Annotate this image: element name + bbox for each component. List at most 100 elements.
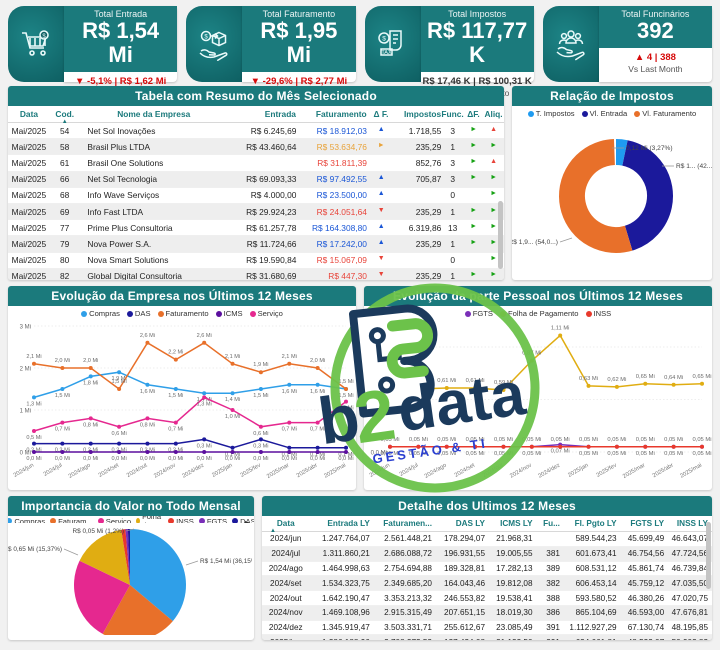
kpi-label: Total Entrada: [94, 9, 148, 19]
cell-nome: Nova Power S.A.: [87, 238, 152, 249]
kpi-card-total-funcionarios[interactable]: Total Funcinários 392 ▲ 4 | 388 Vs Last …: [542, 6, 712, 82]
cell-aliq: ►: [490, 238, 498, 246]
col-delta-func[interactable]: ΔF.: [467, 109, 480, 119]
table-row[interactable]: Mai/2025 77 Prime Plus Consultoria R$ 61.25…: [8, 220, 504, 237]
detail-cell: 31.132,50: [485, 638, 532, 640]
legend-item-servi-o[interactable]: Serviço: [249, 309, 283, 318]
data-label: 0,07 Mi: [551, 449, 570, 455]
table-row[interactable]: Mai/2025 58 Brasil Plus LTDA R$ 43.460,64 R$…: [8, 139, 504, 156]
legend-item-compras[interactable]: Compras: [81, 309, 120, 318]
col-impostos[interactable]: Impostos: [403, 109, 442, 119]
col-fl-pgto-ly[interactable]: Fl. Pgto LY: [574, 519, 617, 528]
detail-table-scrollbar[interactable]: [706, 516, 711, 638]
data-label: 1,4 Mi: [225, 397, 240, 403]
col-entrada[interactable]: Entrada: [264, 109, 296, 119]
table-scrollbar[interactable]: [498, 106, 503, 278]
col-delta-f[interactable]: Δ F.: [373, 109, 389, 119]
data-point: [88, 450, 93, 454]
legend-item-faturam-[interactable]: Faturam...: [50, 517, 93, 523]
col-cod[interactable]: Cod. ▲: [55, 109, 75, 125]
detail-cell: 391: [533, 638, 560, 640]
detail-cell: 1.386.188,96: [310, 638, 370, 640]
col-func-ly[interactable]: Fu...: [543, 519, 560, 528]
table-row[interactable]: 2024/ago 1.464.998,63 2.754.694,88 189.328,…: [262, 562, 712, 577]
cell-entrada: R$ 6.245,69: [250, 125, 297, 136]
table-row[interactable]: Mai/2025 82 Global Digital Consultoria R$ 3…: [8, 268, 504, 280]
detail-cell: 47.020,75: [671, 593, 709, 603]
legend-item-folha-d-[interactable]: Folha d...: [136, 516, 163, 523]
x-tick-label: 2025/mai: [679, 463, 703, 480]
table-row[interactable]: Mai/2025 66 Net Sol Tecnologia R$ 69.093,33…: [8, 171, 504, 188]
legend-next-icon[interactable]: ▶: [245, 519, 252, 523]
legend-item-vl-faturamento[interactable]: Vl. Faturamento: [634, 109, 696, 118]
col-inss-ly[interactable]: INSS LY: [676, 519, 709, 528]
legend-item-fgts[interactable]: FGTS: [464, 309, 493, 318]
table-row[interactable]: 2024/set 1.534.323,75 2.349.685,20 164.043,…: [262, 576, 712, 592]
value-importance-chart[interactable]: Importancia do Valor no Todo Mensal Comp…: [8, 496, 254, 640]
detail-cell: 2024/jul: [271, 549, 301, 559]
table-row[interactable]: 2024/jul 1.311.860,21 2.686.088,72 196.931,…: [262, 546, 712, 562]
table-row[interactable]: 2024/nov 1.469.108,96 2.915.315,49 207.651,…: [262, 605, 712, 621]
table-row[interactable]: Mai/2025 61 Brasil One Solutions R$ 31.811,…: [8, 155, 504, 172]
legend-item-compras[interactable]: Compras: [8, 517, 45, 523]
detail-cell: 17.282,13: [496, 563, 533, 573]
legend-label: DAS: [240, 516, 254, 524]
cell-entrada: R$ 19.590,84: [246, 255, 297, 266]
table-row[interactable]: Mai/2025 69 Info Fast LTDA R$ 29.924,23 R$ 2…: [8, 203, 504, 221]
legend-item-faturamento[interactable]: Faturamento: [157, 309, 209, 318]
legend-item-vl-entrada[interactable]: Vl. Entrada: [581, 109, 627, 118]
x-tick-label: 2024/set: [454, 462, 477, 479]
detail-table[interactable]: Detalhe dos Ultimos 12 Meses Data ▲ Entr…: [262, 496, 712, 640]
col-data[interactable]: Data: [19, 109, 39, 119]
col-faturamento-ly[interactable]: Faturamen...: [383, 519, 432, 528]
x-tick-label: 2025/mai: [323, 463, 347, 480]
kpi-card-total-entrada[interactable]: $ Total Entrada R$ 1,54 Mi ▼ -5,1% | R$ …: [8, 6, 178, 98]
legend-item-inss[interactable]: INSS: [585, 309, 611, 318]
table-row[interactable]: Mai/2025 68 Info Wave Serviços R$ 4.000,00 R…: [8, 188, 504, 204]
data-point: [315, 450, 320, 454]
company-evolution-chart[interactable]: Evolução da Empresa nos Últimos 12 Meses…: [8, 286, 356, 490]
legend-item-das[interactable]: DAS: [232, 516, 254, 524]
legend-item-servi-o[interactable]: Serviço: [97, 517, 131, 523]
cell-func: 1: [450, 271, 455, 280]
col-das-ly[interactable]: DAS LY: [455, 519, 485, 528]
table-row[interactable]: 2024/dez 1.345.919,47 3.503.331,71 255.612,…: [262, 621, 712, 636]
legend-item-inss[interactable]: INSS: [168, 517, 194, 523]
col-nome[interactable]: Nome da Empresa: [117, 109, 191, 119]
tax-relation-chart[interactable]: Relação de Impostos T. Impostos Vl. Entr…: [512, 86, 712, 280]
monthly-summary-table[interactable]: Tabela com Resumo do Mês Selecionado Dat…: [8, 86, 504, 280]
data-label: 1,5 Mi: [111, 379, 126, 385]
col-func[interactable]: Func.: [441, 109, 464, 119]
personnel-evolution-chart[interactable]: Evolução da parte Pessoal nos Últimos 12…: [364, 286, 712, 490]
table-row[interactable]: Mai/2025 79 Nova Power S.A. R$ 11.724,66 R$ …: [8, 236, 504, 253]
cell-impostos: 1.718,55: [408, 125, 442, 136]
data-point: [344, 399, 348, 404]
table-row[interactable]: 2025/jan1.386.188,962.708.272,52137.434,…: [262, 635, 712, 640]
legend-item-das[interactable]: DAS: [126, 309, 151, 318]
col-aliq[interactable]: Aliq.: [484, 109, 503, 119]
table-row[interactable]: Mai/2025 80 Nova Smart Solutions R$ 19.590,…: [8, 253, 504, 269]
legend-item-fgts[interactable]: FGTS: [198, 517, 227, 523]
col-entrada-ly[interactable]: Entrada LY: [327, 519, 370, 528]
detail-cell: 2024/jun: [270, 534, 302, 544]
col-faturamento[interactable]: Faturamento: [315, 109, 367, 119]
data-point: [202, 340, 207, 345]
col-icms-ly[interactable]: ICMS LY: [500, 519, 533, 528]
data-point: [344, 387, 348, 391]
col-data[interactable]: Data ▲: [270, 519, 295, 534]
kpi-card-total-impostos[interactable]: $ TAX Total Impostos R$ 117,77 K R$ 17,4…: [364, 6, 534, 98]
kpi-card-total-faturamento[interactable]: $ Total Faturamento R$ 1,95 Mi ▼ -29,6% …: [186, 6, 356, 98]
table-row[interactable]: 2024/out 1.642.190,47 3.353.213,32 246.553,…: [262, 591, 712, 606]
detail-cell: 2.754.694,88: [384, 563, 432, 573]
table-row[interactable]: 2024/jun 1.247.764,07 2.561.448,21 178.294,…: [262, 532, 712, 547]
table-row[interactable]: Mai/2025 54 Net Sol Inovações R$ 6.245,69 R$…: [8, 123, 504, 140]
data-label: 0,0 Mi: [310, 456, 325, 462]
x-tick-label: 2025/fev: [596, 462, 618, 478]
legend-item-folha-de-pagamento[interactable]: Folha de Pagamento: [500, 309, 579, 318]
legend-item-icms[interactable]: ICMS: [215, 309, 243, 318]
col-fgts-ly[interactable]: FGTS LY: [630, 519, 665, 528]
data-label: 0,0 Mi: [168, 456, 183, 462]
cell-data: Mai/2025: [11, 222, 47, 233]
cell-nome: Net Sol Inovações: [87, 125, 156, 136]
legend-item-t-impostos[interactable]: T. Impostos: [527, 109, 575, 118]
